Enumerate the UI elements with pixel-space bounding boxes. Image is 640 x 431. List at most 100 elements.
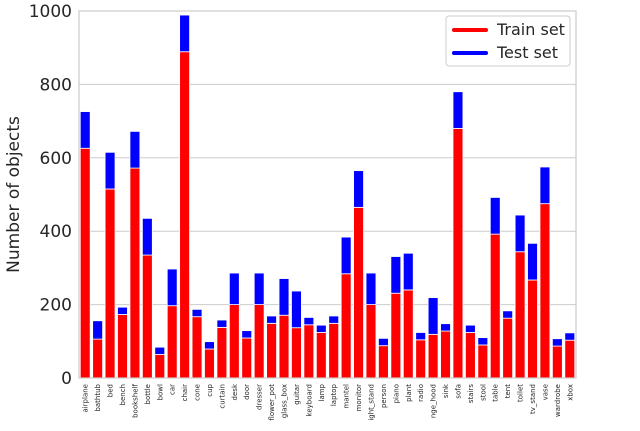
x-tick-label: flower_pot (268, 384, 276, 421)
train-bar-person (378, 345, 389, 379)
train-bar-glass_box (278, 314, 290, 379)
test-bar-flower_pot (266, 315, 277, 324)
x-tick-label: desk (231, 383, 239, 400)
x-tick-label: vase (541, 384, 549, 400)
x-tick-labels: airplane bathtub bed bench bookshelf bottle bo… (82, 383, 575, 421)
train-bar-toilet (514, 251, 526, 379)
x-tick-label: airplane (82, 384, 90, 413)
train-bar-curtain (216, 326, 228, 379)
x-tick-label: person (380, 384, 388, 408)
train-bar-sink (440, 330, 451, 379)
test-bar-tent (502, 310, 514, 319)
x-tick-label: sofa (454, 384, 462, 399)
test-bar-bookshelf (129, 130, 141, 169)
x-tick-label: laptop (330, 383, 338, 406)
y-tick-label: 0 (61, 369, 72, 389)
train-bar-nge_hood (427, 333, 439, 379)
train-bar-bench (117, 314, 128, 379)
train-bar-wardrobe (551, 345, 563, 379)
train-bar-bookshelf (129, 167, 141, 379)
test-bar-plant (402, 252, 414, 291)
legend: Train set Test set (445, 15, 571, 67)
x-tick-label: bowl (156, 384, 164, 400)
x-tick-label: toilet (517, 384, 525, 402)
test-bar-ight_stand (365, 272, 377, 305)
test-bar-tv_stand (527, 242, 538, 281)
test-bar-cone (191, 308, 203, 318)
train-bar-stairs (465, 332, 476, 379)
y-tick-labels: 0 200 400 600 800 1000 (29, 2, 72, 389)
train-bar-stool (477, 344, 489, 379)
x-tick-label: plant (405, 384, 413, 402)
test-bar-person (378, 337, 389, 347)
x-tick-label: cone (194, 384, 202, 401)
x-tick-label: wardrobe (554, 384, 562, 417)
train-bar-bed (104, 188, 116, 379)
train-bar-cone (191, 316, 203, 379)
test-bar-bowl (154, 346, 166, 355)
test-bar-door (241, 330, 253, 339)
x-tick-label: xbox (566, 384, 574, 401)
x-tick-label: glass_box (281, 384, 289, 418)
test-bar-mantel (340, 236, 352, 275)
test-bar-chair (179, 14, 190, 53)
x-tick-label: dresser (256, 384, 264, 410)
test-bar-glass_box (278, 278, 290, 316)
y-tick-label: 600 (40, 149, 72, 169)
bars (79, 14, 576, 379)
train-bar-chair (179, 51, 190, 379)
y-tick-label: 800 (40, 75, 72, 95)
x-tick-label: tent (504, 384, 512, 398)
test-bar-sink (440, 323, 451, 332)
legend-label: Train set (496, 20, 565, 39)
test-bar-laptop (328, 315, 340, 324)
train-bar-ight_stand (365, 304, 377, 379)
train-bar-bathtub (92, 338, 104, 379)
y-axis-title: Number of objects (4, 116, 24, 273)
test-bar-lamp (315, 324, 327, 333)
x-tick-label: table (492, 384, 500, 402)
x-tick-label: radio (417, 384, 425, 402)
test-bar-toilet (514, 214, 526, 253)
x-tick-label: piano (392, 384, 400, 403)
train-bar-guitar (291, 327, 302, 379)
x-tick-label: nge_hood (430, 384, 438, 418)
test-bar-sofa (452, 91, 464, 129)
test-bar-nge_hood (427, 297, 439, 335)
x-tick-label: mantel (343, 384, 351, 409)
legend-label: Test set (496, 43, 558, 62)
x-tick-label: sink (442, 383, 450, 398)
train-bar-lamp (315, 332, 327, 379)
test-bar-monitor (353, 170, 364, 208)
train-bar-monitor (353, 206, 364, 379)
test-bar-bathtub (92, 320, 104, 340)
train-bar-bottle (141, 254, 153, 379)
x-tick-label: stairs (467, 384, 475, 404)
train-bar-table (489, 233, 501, 379)
test-bar-table (489, 197, 501, 235)
test-bar-xbox (564, 332, 576, 341)
train-bar-car (166, 305, 178, 379)
train-bar-dresser (253, 304, 265, 379)
train-bar-airplane (79, 147, 91, 379)
x-tick-label: monitor (355, 384, 363, 412)
test-bar-wardrobe (551, 338, 563, 347)
plot-frame (78, 10, 577, 379)
train-bar-tv_stand (527, 279, 538, 379)
train-bar-door (241, 337, 253, 379)
x-tick-label: bookshelf (131, 383, 139, 417)
x-tick-label: keyboard (305, 384, 313, 416)
test-bar-airplane (79, 111, 91, 149)
test-bar-cup (204, 341, 215, 350)
test-bar-keyboard (303, 317, 315, 326)
test-bar-guitar (291, 290, 302, 329)
y-tick-label: 400 (40, 222, 72, 242)
test-bar-bench (117, 306, 128, 315)
train-bar-radio (415, 339, 427, 379)
x-tick-label: stool (479, 384, 487, 401)
x-tick-label: bathtub (94, 383, 102, 411)
y-tick-label: 1000 (29, 2, 72, 22)
train-bar-vase (539, 203, 551, 379)
test-bar-bottle (141, 217, 153, 256)
y-tick-label: 200 (40, 296, 72, 316)
